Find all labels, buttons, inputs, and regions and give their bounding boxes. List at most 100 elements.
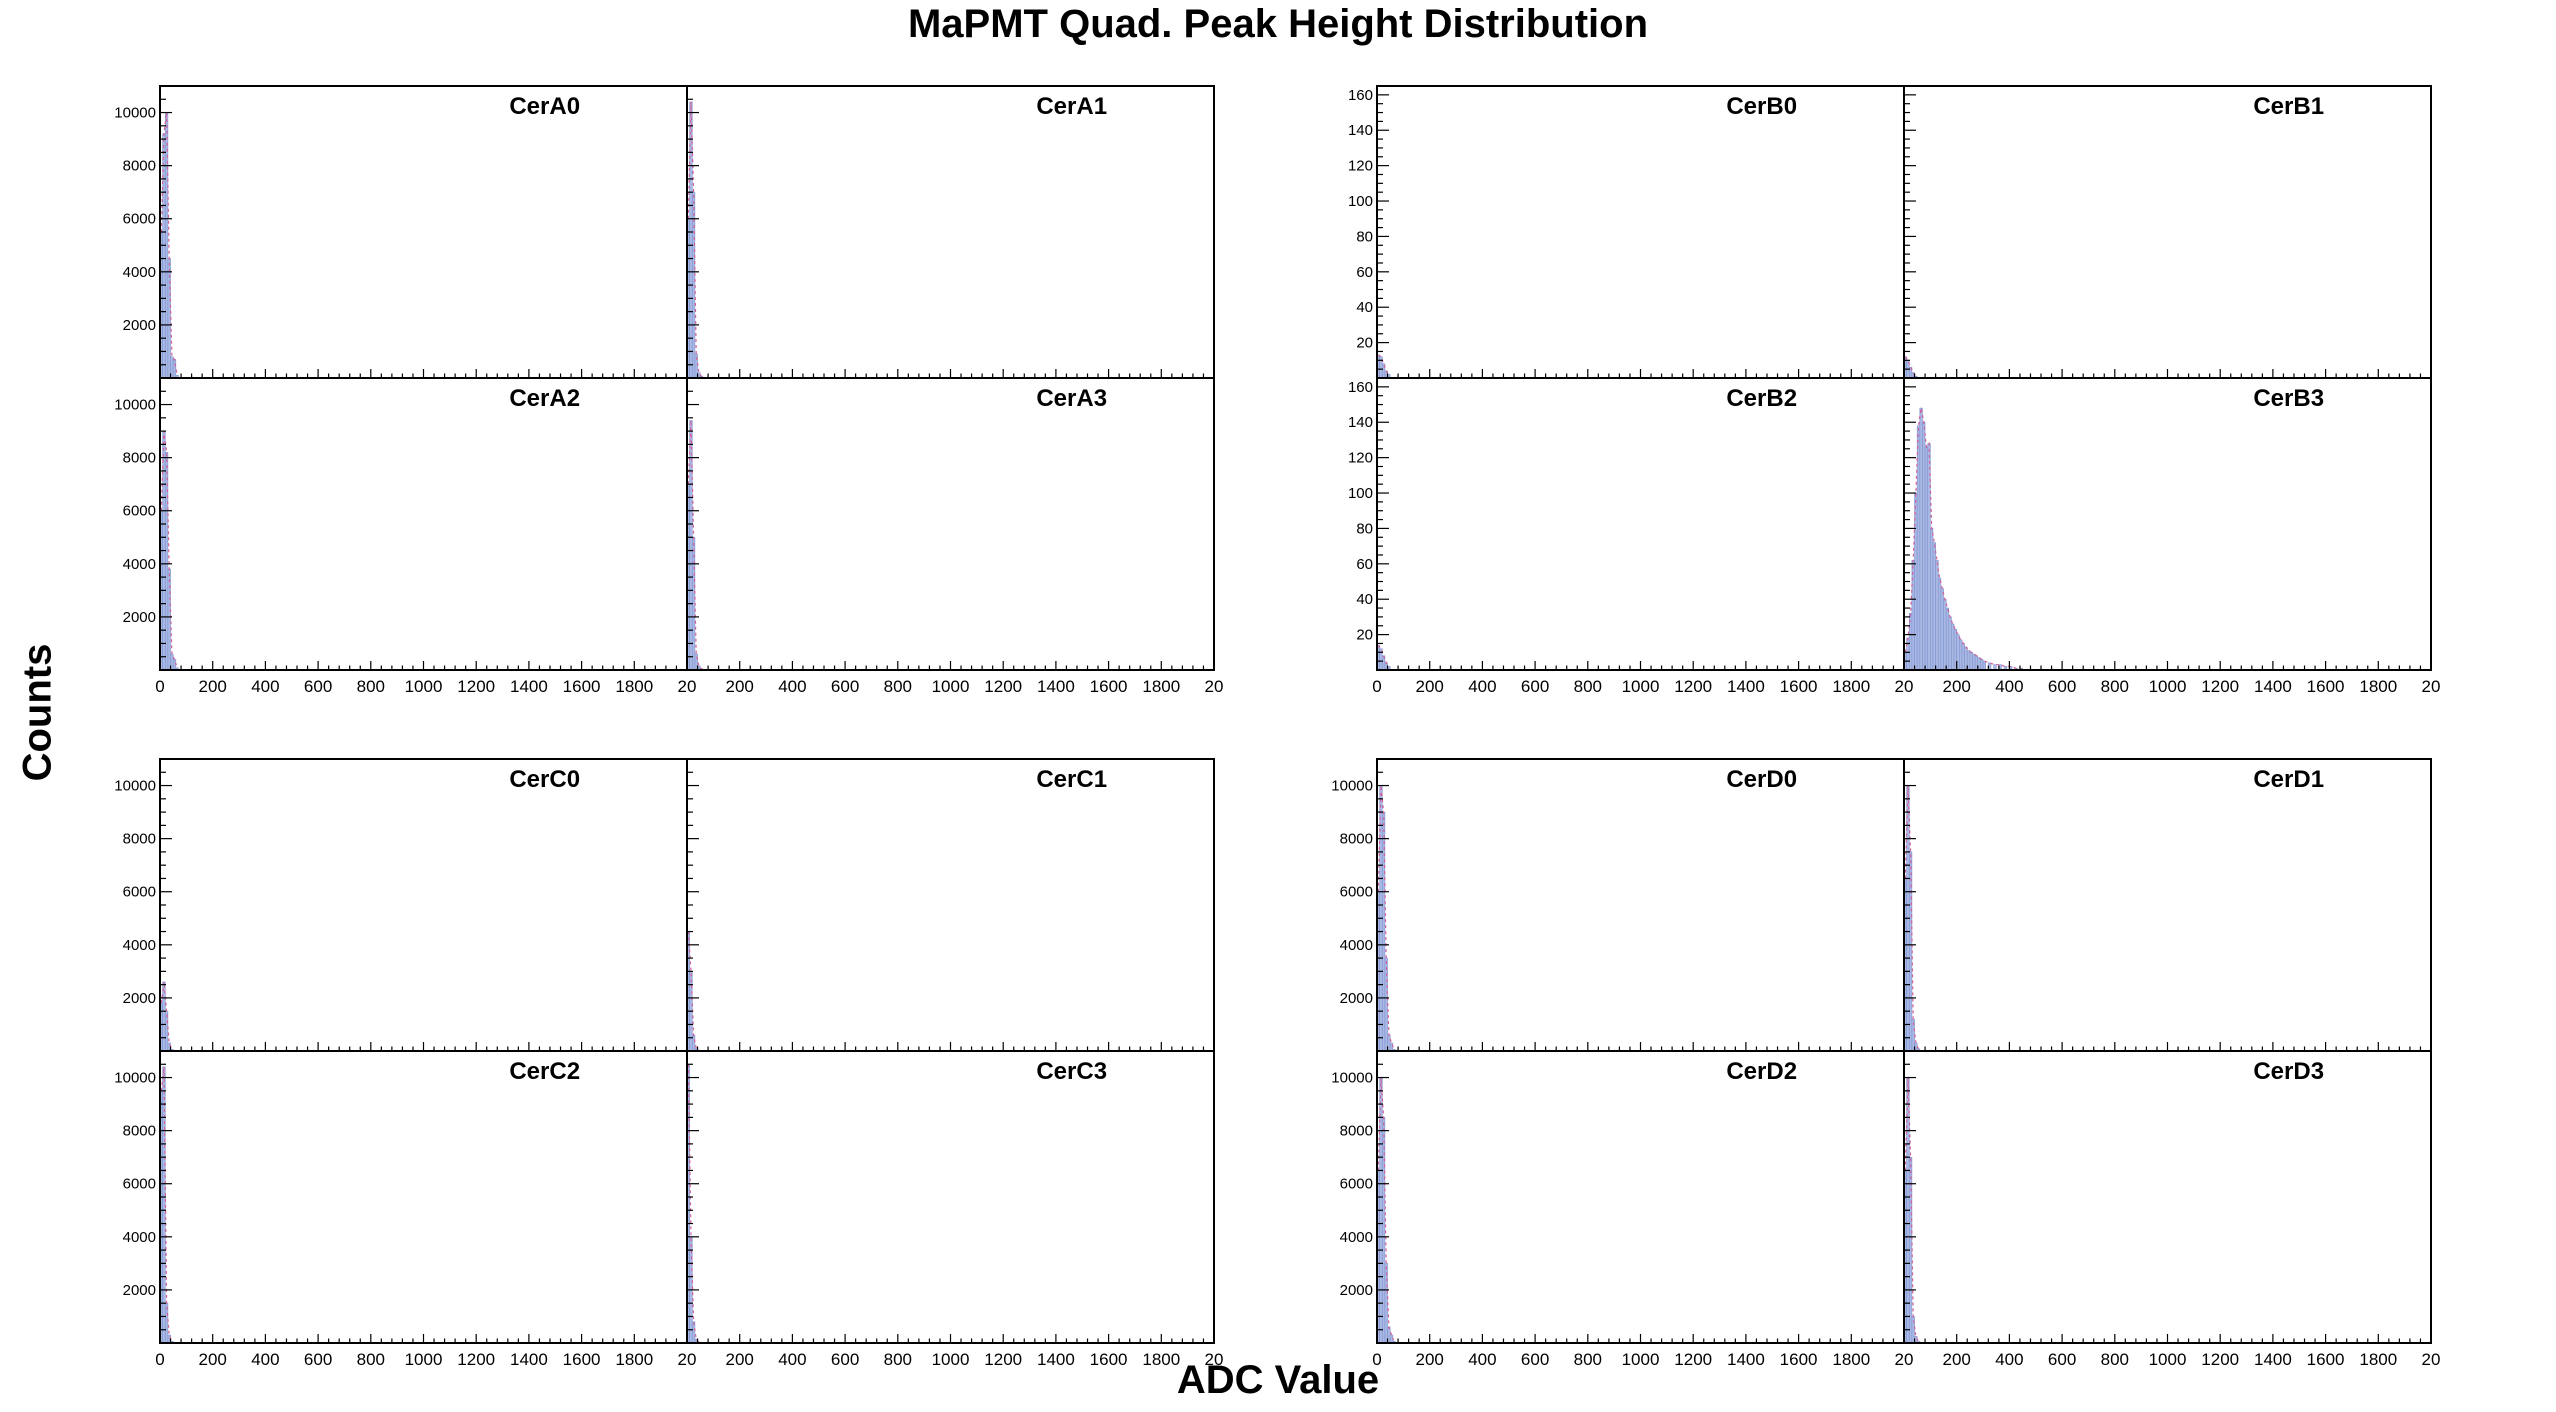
cerc2-x-tick-label: 600 [304, 1350, 332, 1369]
cerd2-y-tick-label: 4000 [1340, 1229, 1373, 1246]
cera3-x-tick-label: 20 [1205, 677, 1224, 696]
cerc0-y-tick-label: 2000 [123, 990, 156, 1007]
cerd0-y-tick-label: 10000 [1331, 778, 1373, 795]
cerb2-y-tick-label: 140 [1348, 414, 1373, 431]
cera3-x-tick-label: 1400 [1037, 677, 1075, 696]
cerc2-y-tick-label: 10000 [114, 1070, 156, 1087]
cera3-x-tick-label: 200 [726, 677, 754, 696]
cerc3-frame [686, 1050, 1215, 1344]
cerb3-x-tick-label: 20 [2422, 677, 2441, 696]
cerd2-x-tick-label: 1800 [1832, 1350, 1870, 1369]
cerb2-x-tick-label: 1000 [1622, 677, 1660, 696]
cerc2-y-tick-label: 8000 [123, 1123, 156, 1140]
cerb3-x-tick-label: 400 [1995, 677, 2023, 696]
cerd3-x-tick-label: 1600 [2307, 1350, 2345, 1369]
cerc3-x-tick-label: 600 [831, 1350, 859, 1369]
cera2-x-tick-label: 1600 [563, 677, 601, 696]
cerc0-y-tick-label: 10000 [114, 778, 156, 795]
cerd2-panel-title: CerD2 [1726, 1058, 1797, 1085]
cerc2-x-tick-label: 1400 [510, 1350, 548, 1369]
cerd0-bar [1384, 957, 1388, 1052]
cerc2-fit-line [160, 1066, 173, 1342]
cerb3-bar [1932, 542, 1936, 671]
cerb3-x-tick-label: 1400 [2254, 677, 2292, 696]
cera0-fit-line [160, 112, 178, 376]
cerb3-bar [1922, 421, 1926, 671]
cerd2-y-tick-label: 10000 [1331, 1070, 1373, 1087]
cerc3-x-tick-label: 1200 [984, 1350, 1022, 1369]
cera0-y-tick-label: 6000 [123, 211, 156, 228]
cerb2-frame [1376, 377, 1905, 671]
cerd2-x-tick-label: 200 [1416, 1350, 1444, 1369]
cera3-x-tick-label: 600 [831, 677, 859, 696]
cerb2-x-tick-label: 400 [1468, 677, 1496, 696]
cera3-panel-title: CerA3 [1036, 385, 1107, 412]
cerd1-frame [1903, 758, 2432, 1052]
cerd3-x-tick-label: 1400 [2254, 1350, 2292, 1369]
cerb2-x-tick-label: 200 [1416, 677, 1444, 696]
cerc2-x-tick-label: 0 [155, 1350, 164, 1369]
cera3-x-tick-label: 800 [884, 677, 912, 696]
cerd3-x-tick-label: 800 [2101, 1350, 2129, 1369]
cerb0-panel-title: CerB0 [1726, 93, 1797, 120]
cera0-panel-title: CerA0 [509, 93, 580, 120]
cerb3-x-tick-label: 600 [2048, 677, 2076, 696]
cerb3-bar [1916, 425, 1921, 671]
cerb2-x-tick-label: 1800 [1832, 677, 1870, 696]
cerc3-x-tick-label: 1400 [1037, 1350, 1075, 1369]
cerd3-x-tick-label: 1200 [2201, 1350, 2239, 1369]
cerd2-x-tick-label: 1400 [1727, 1350, 1765, 1369]
cerb3-bar [1924, 446, 1929, 671]
cerd0-frame [1376, 758, 1905, 1052]
cera2-panel-title: CerA2 [509, 385, 580, 412]
cerb3-bar [1969, 651, 1973, 671]
cerc2-y-tick-label: 2000 [123, 1282, 156, 1299]
cerb0-frame [1376, 85, 1905, 379]
cerd0-y-tick-label: 6000 [1340, 884, 1373, 901]
cerb3-bar [1945, 607, 1950, 671]
cerc2-panel-title: CerC2 [509, 1058, 580, 1085]
cerc2-y-tick-label: 4000 [123, 1229, 156, 1246]
cerb0-y-tick-label: 80 [1356, 228, 1373, 245]
cerd2-y-tick-label: 2000 [1340, 1282, 1373, 1299]
cerc3-x-tick-label: 800 [884, 1350, 912, 1369]
cerd2-x-tick-label: 1600 [1780, 1350, 1818, 1369]
cerc3-x-tick-label: 400 [778, 1350, 806, 1369]
cerd3-x-tick-label: 400 [1995, 1350, 2023, 1369]
cerd2-bar [1381, 1117, 1386, 1344]
cerc1-panel-title: CerC1 [1036, 766, 1107, 793]
cerd0-y-tick-label: 8000 [1340, 831, 1373, 848]
cera2-x-tick-label: 1000 [405, 677, 443, 696]
cerb0-y-tick-label: 140 [1348, 122, 1373, 139]
cera3-x-tick-label: 1600 [1090, 677, 1128, 696]
x-axis-label: ADC Value [1176, 1358, 1380, 1402]
cerc3-x-tick-label: 1000 [932, 1350, 970, 1369]
cera1-fit-line [687, 101, 705, 379]
cerc2-x-tick-label: 1200 [457, 1350, 495, 1369]
cerd2-y-tick-label: 6000 [1340, 1176, 1373, 1193]
cerb3-x-tick-label: 1800 [2359, 677, 2397, 696]
cerb3-bar [1980, 659, 1984, 671]
cerc0-fit-line [160, 981, 173, 1050]
cerb1-frame [1903, 85, 2432, 379]
cerb2-y-tick-label: 20 [1356, 627, 1373, 644]
cerc3-x-tick-label: 1800 [1142, 1350, 1180, 1369]
cerb3-bar [1927, 443, 1931, 671]
cerb3-bar [1943, 598, 1947, 671]
cera2-x-tick-label: 1400 [510, 677, 548, 696]
cera2-y-tick-label: 8000 [123, 450, 156, 467]
cerd0-bar [1389, 1042, 1394, 1052]
cerb3-x-tick-label: 1000 [2149, 677, 2187, 696]
cerb3-bar [1935, 559, 1939, 671]
cerb3-x-tick-label: 200 [1943, 677, 1971, 696]
cera0-y-tick-label: 10000 [114, 105, 156, 122]
cerb3-bar [1948, 616, 1952, 671]
cera1-panel-title: CerA1 [1036, 93, 1107, 120]
cerd2-x-tick-label: 20 [1895, 1350, 1914, 1369]
cerd3-frame [1903, 1050, 2432, 1344]
cerb2-x-tick-label: 1200 [1674, 677, 1712, 696]
cerb2-x-tick-label: 1400 [1727, 677, 1765, 696]
cerb2-x-tick-label: 0 [1372, 677, 1381, 696]
cerb3-bar [1937, 577, 1942, 671]
